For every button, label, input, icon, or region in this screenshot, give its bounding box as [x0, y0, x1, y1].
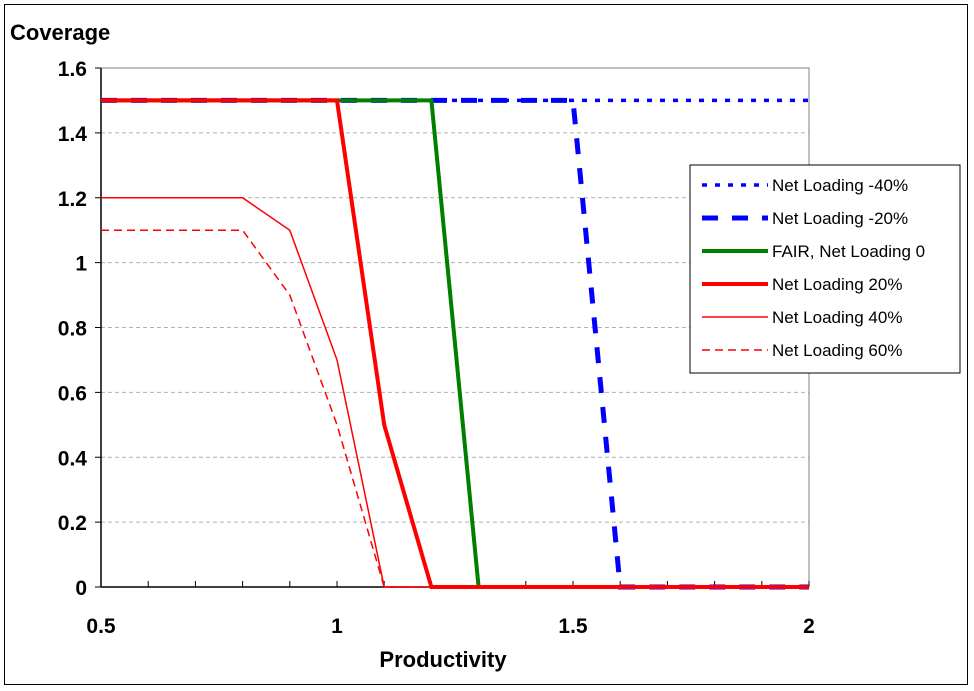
series-layer — [101, 97, 809, 590]
legend: Net Loading -40% Net Loading -20% FAIR, Ne… — [689, 164, 961, 374]
y-tick-label: 1.6 — [58, 58, 87, 81]
y-tick-label: 0.2 — [58, 512, 87, 535]
x-tick-label: 2 — [803, 615, 815, 638]
legend-label: Net Loading -20% — [772, 209, 908, 228]
legend-label: Net Loading -40% — [772, 176, 908, 195]
x-tick-label: 1 — [331, 615, 343, 638]
y-tick-label: 0.4 — [58, 447, 88, 470]
legend-label: Net Loading 60% — [772, 341, 902, 360]
legend-box — [689, 164, 961, 374]
y-tick-label: 1.2 — [58, 188, 87, 211]
legend-label: Net Loading 40% — [772, 308, 902, 327]
tick-labels: 0 0.2 0.4 0.6 0.8 1 1.2 1.4 1.6 0.5 1 1.5 2 — [58, 58, 815, 638]
legend-label: FAIR, Net Loading 0 — [772, 242, 925, 261]
series-line — [101, 98, 809, 589]
x-tick-label: 1.5 — [558, 615, 588, 638]
x-axis-title: Productivity — [379, 647, 507, 672]
y-tick-label: 0 — [75, 577, 87, 600]
y-tick-label: 1.4 — [58, 123, 88, 146]
y-tick-label: 0.8 — [58, 318, 88, 341]
y-tick-label: 0.6 — [58, 382, 87, 405]
y-tick-label: 1 — [75, 253, 87, 276]
x-tick-label: 0.5 — [86, 615, 116, 638]
legend-label: Net Loading 20% — [772, 275, 902, 294]
y-axis-title: Coverage — [10, 20, 110, 45]
